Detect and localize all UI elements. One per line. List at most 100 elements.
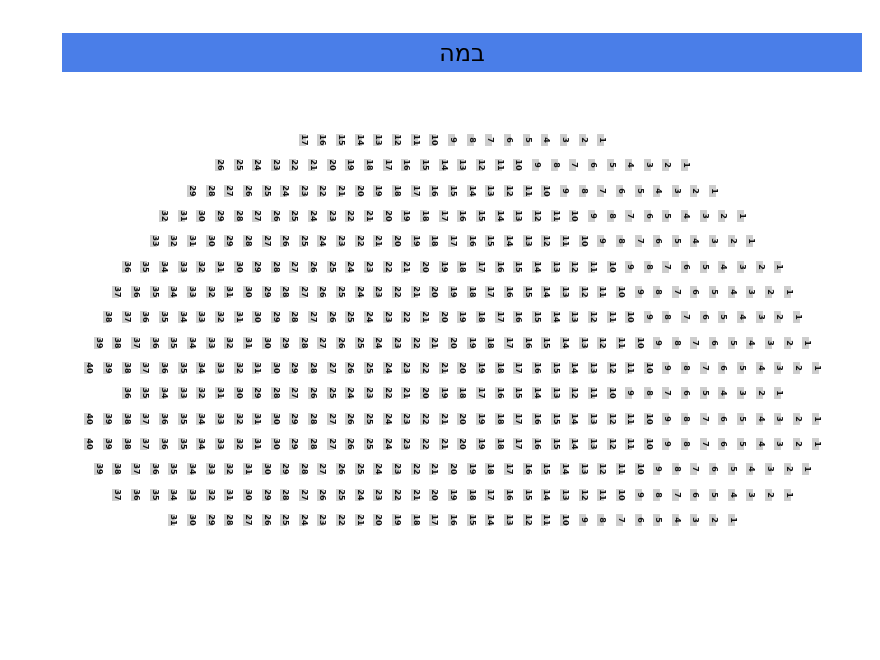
seat[interactable]: 17 (382, 159, 393, 172)
seat[interactable]: 9 (643, 311, 654, 324)
seat[interactable]: 17 (513, 361, 523, 374)
seat[interactable]: 10 (634, 463, 645, 476)
seat[interactable]: 21 (373, 235, 383, 248)
seat[interactable]: 10 (429, 134, 439, 146)
seat[interactable]: 4 (625, 159, 635, 172)
seat[interactable]: 12 (522, 513, 533, 526)
seat[interactable]: 21 (429, 336, 439, 349)
seat[interactable]: 6 (634, 513, 645, 526)
seat[interactable]: 5 (709, 488, 719, 501)
seat[interactable]: 20 (392, 235, 402, 248)
seat[interactable]: 24 (354, 285, 365, 298)
seat[interactable]: 9 (578, 513, 589, 526)
seat[interactable]: 32 (214, 311, 225, 324)
seat[interactable]: 25 (354, 463, 365, 476)
seat[interactable]: 21 (401, 387, 411, 400)
seat[interactable]: 34 (186, 463, 197, 476)
seat[interactable]: 37 (130, 463, 141, 476)
seat[interactable]: 3 (755, 311, 766, 324)
seat[interactable]: 14 (494, 209, 505, 222)
seat[interactable]: 27 (298, 285, 309, 298)
seat[interactable]: 10 (615, 488, 626, 501)
seat[interactable]: 11 (597, 488, 607, 501)
seat[interactable]: 26 (270, 209, 281, 222)
seat[interactable]: 2 (755, 387, 766, 400)
seat[interactable]: 26 (345, 361, 355, 374)
seat[interactable]: 10 (606, 260, 617, 273)
seat[interactable]: 24 (382, 361, 393, 374)
seat[interactable]: 17 (475, 387, 486, 400)
seat[interactable]: 8 (681, 412, 691, 425)
seat[interactable]: 12 (569, 387, 579, 400)
seat[interactable]: 2 (783, 463, 794, 476)
seat[interactable]: 18 (466, 488, 477, 501)
seat[interactable]: 30 (242, 488, 253, 501)
seat[interactable]: 1 (811, 361, 822, 374)
seat[interactable]: 19 (410, 235, 421, 248)
seat[interactable]: 25 (261, 184, 272, 197)
seat[interactable]: 2 (755, 260, 766, 273)
seat[interactable]: 13 (485, 184, 495, 197)
seat[interactable]: 36 (149, 463, 160, 476)
seat[interactable]: 11 (606, 311, 617, 324)
seat[interactable]: 3 (774, 437, 784, 450)
seat[interactable]: 34 (177, 311, 188, 324)
seat[interactable]: 5 (634, 184, 645, 197)
seat[interactable]: 23 (326, 209, 337, 222)
seat[interactable]: 14 (569, 412, 579, 425)
seat[interactable]: 9 (634, 285, 645, 298)
seat[interactable]: 25 (345, 311, 355, 324)
seat[interactable]: 34 (196, 412, 206, 425)
seat[interactable]: 11 (550, 209, 561, 222)
seat[interactable]: 32 (168, 235, 178, 248)
seat[interactable]: 2 (774, 311, 784, 324)
seat[interactable]: 10 (634, 336, 645, 349)
seat[interactable]: 20 (429, 285, 439, 298)
seat[interactable]: 39 (102, 437, 113, 450)
seat[interactable]: 22 (392, 285, 402, 298)
seat[interactable]: 29 (186, 184, 197, 197)
seat[interactable]: 35 (168, 336, 178, 349)
seat[interactable]: 33 (214, 361, 225, 374)
seat[interactable]: 7 (690, 336, 700, 349)
seat[interactable]: 38 (121, 361, 132, 374)
seat[interactable]: 26 (280, 235, 290, 248)
seat[interactable]: 21 (429, 463, 439, 476)
seat[interactable]: 29 (280, 463, 290, 476)
seat[interactable]: 35 (177, 412, 188, 425)
seat[interactable]: 13 (550, 387, 561, 400)
seat[interactable]: 4 (653, 184, 663, 197)
seat[interactable]: 16 (522, 463, 533, 476)
seat[interactable]: 12 (606, 412, 617, 425)
seat[interactable]: 7 (671, 488, 682, 501)
seat[interactable]: 14 (466, 184, 477, 197)
seat[interactable]: 28 (205, 184, 216, 197)
seat[interactable]: 16 (317, 134, 327, 146)
seat[interactable]: 8 (615, 235, 626, 248)
seat[interactable]: 6 (718, 412, 728, 425)
seat[interactable]: 35 (177, 437, 188, 450)
seat[interactable]: 33 (186, 488, 197, 501)
seat[interactable]: 25 (326, 260, 337, 273)
seat[interactable]: 15 (522, 488, 533, 501)
seat[interactable]: 16 (429, 184, 439, 197)
seat[interactable]: 15 (550, 412, 561, 425)
seat[interactable]: 14 (485, 513, 495, 526)
seat[interactable]: 15 (522, 285, 533, 298)
seat[interactable]: 29 (289, 437, 299, 450)
seat[interactable]: 7 (634, 235, 645, 248)
seat[interactable]: 30 (270, 437, 281, 450)
seat[interactable]: 40 (84, 361, 94, 374)
seat[interactable]: 2 (718, 209, 728, 222)
seat[interactable]: 1 (783, 285, 794, 298)
seat[interactable]: 23 (382, 311, 393, 324)
seat[interactable]: 15 (550, 437, 561, 450)
seat[interactable]: 29 (261, 488, 272, 501)
seat[interactable]: 4 (755, 361, 766, 374)
seat[interactable]: 3 (774, 361, 784, 374)
seat[interactable]: 22 (410, 336, 421, 349)
seat[interactable]: 36 (121, 387, 132, 400)
seat[interactable]: 18 (494, 437, 505, 450)
seat[interactable]: 12 (606, 437, 617, 450)
seat[interactable]: 39 (102, 412, 113, 425)
